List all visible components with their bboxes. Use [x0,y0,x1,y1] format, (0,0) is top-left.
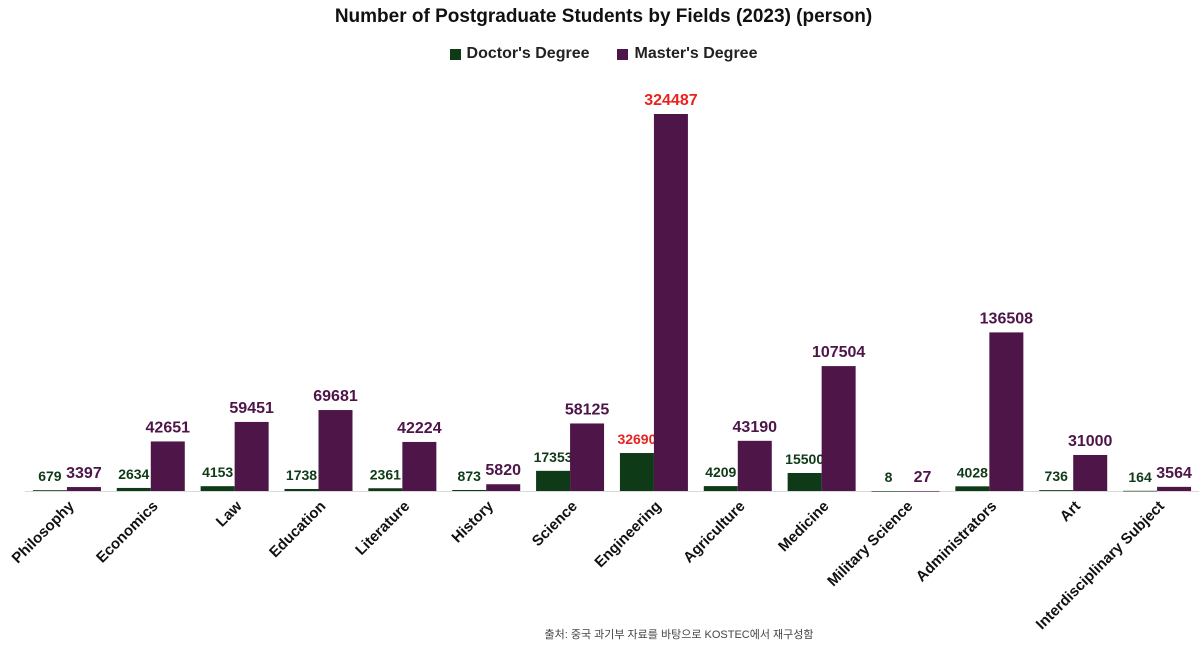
x-tick-label-military-science: Military Science [824,498,916,590]
data-label-doctor-philosophy: 679 [38,468,62,484]
bar-doctor-art [1039,490,1074,491]
x-tick-label-medicine: Medicine [775,498,832,555]
data-label-master-education: 69681 [313,388,358,405]
data-label-doctor-literature: 2361 [370,466,401,482]
bar-doctor-economics [116,487,151,491]
data-label-doctor-science: 17353 [534,449,573,465]
bar-master-art [1073,454,1108,491]
data-label-master-history: 5820 [485,462,521,479]
bar-master-philosophy [66,487,101,491]
bar-doctor-administrators [955,486,990,491]
data-label-doctor-administrators: 4028 [957,464,988,480]
legend-swatch-doctor [449,48,461,60]
data-label-doctor-military-science: 8 [885,469,893,485]
data-label-master-agriculture: 43190 [733,419,778,436]
bar-doctor-engineering [619,453,654,491]
x-tick-label-science: Science [529,498,581,550]
bar-doctor-military-science [871,490,906,492]
x-tick-label-law: Law [213,498,246,531]
data-label-master-literature: 42224 [397,420,442,437]
data-label-doctor-art: 736 [1045,468,1069,484]
bar-doctor-science [536,470,571,491]
x-tick-label-education: Education [266,498,329,561]
legend-item-doctor: Doctor's Degree [449,45,590,63]
chart-legend: Doctor's Degree Master's Degree [0,45,1201,63]
bar-master-science [570,423,605,491]
x-tick-label-philosophy: Philosophy [9,497,79,567]
legend-label-master: Master's Degree [634,45,758,62]
bar-doctor-agriculture [703,486,738,491]
source-note: 출처: 중국 과기부 자료를 바탕으로 KOSTEC에서 재구성함 [544,629,814,641]
data-label-master-philosophy: 3397 [66,465,102,482]
bar-master-military-science [905,490,940,492]
bar-master-education [318,410,353,491]
data-label-doctor-medicine: 15500 [785,451,824,467]
bar-master-engineering [653,114,688,491]
x-tick-label-art: Art [1057,498,1084,525]
data-label-master-art: 31000 [1068,433,1113,450]
bar-doctor-literature [368,488,403,491]
chart-title: Number of Postgraduate Students by Field… [334,6,873,27]
bar-master-literature [402,441,437,491]
bar-doctor-law [200,486,235,491]
bar-doctor-interdisciplinary-subject [1123,490,1158,492]
bar-master-administrators [989,332,1024,491]
bar-master-history [486,484,521,491]
legend-swatch-master [617,48,629,60]
bar-doctor-education [284,488,319,491]
data-label-doctor-education: 1738 [286,467,317,483]
data-label-doctor-law: 4153 [202,464,233,480]
x-tick-label-literature: Literature [352,498,413,559]
x-tick-label-agriculture: Agriculture [680,498,749,567]
legend-item-master: Master's Degree [617,45,757,63]
x-tick-label-engineering: Engineering [591,498,664,571]
data-label-master-economics: 42651 [146,419,191,436]
data-label-master-medicine: 107504 [812,344,865,361]
data-label-doctor-agriculture: 4209 [705,464,736,480]
bar-master-law [234,421,269,491]
data-label-doctor-engineering: 32690 [617,431,656,447]
data-label-master-law: 59451 [229,400,274,417]
x-tick-label-history: History [448,497,497,546]
data-label-master-engineering: 324487 [644,92,697,109]
x-tick-label-economics: Economics [93,498,162,567]
bar-master-economics [150,441,185,491]
x-tick-label-administrators: Administrators [913,498,1000,585]
data-label-master-administrators: 136508 [980,310,1033,327]
data-label-doctor-history: 873 [458,468,482,484]
data-label-master-interdisciplinary-subject: 3564 [1156,465,1192,482]
bar-doctor-philosophy [32,490,67,491]
data-label-master-science: 58125 [565,401,610,418]
bar-doctor-medicine [787,472,822,491]
data-label-doctor-economics: 2634 [118,466,149,482]
bar-master-interdisciplinary-subject [1157,486,1192,491]
legend-label-doctor: Doctor's Degree [466,45,590,62]
data-label-master-military-science: 27 [914,469,932,486]
bar-master-medicine [821,366,856,491]
bar-master-agriculture [737,440,772,491]
x-tick-label-interdisciplinary-subject: Interdisciplinary Subject [1033,498,1168,633]
bar-doctor-history [452,489,487,491]
data-label-doctor-interdisciplinary-subject: 164 [1128,469,1152,485]
